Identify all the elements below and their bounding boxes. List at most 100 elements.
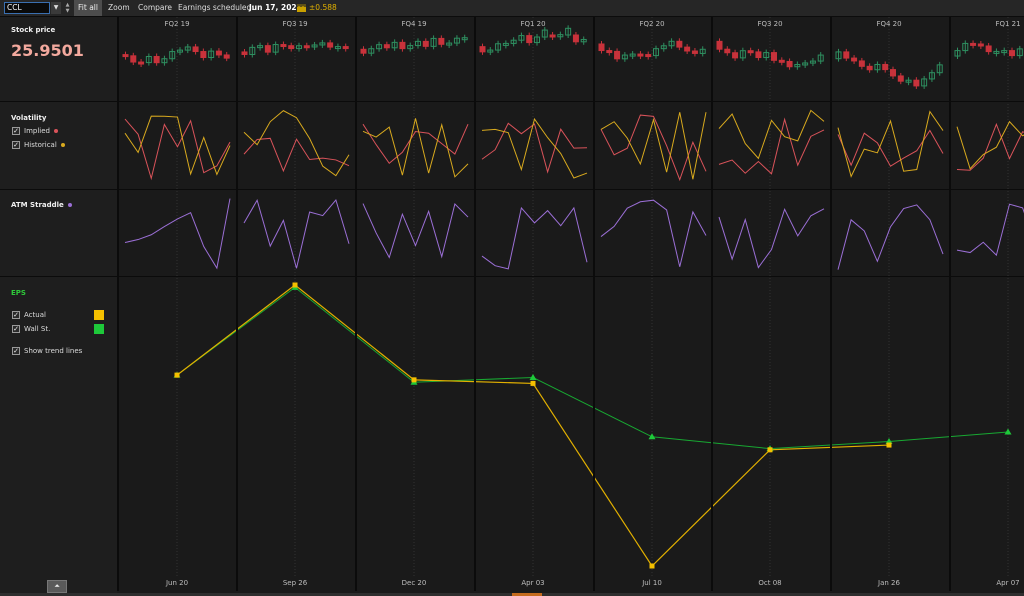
candle-body — [851, 57, 858, 62]
candlestick-series — [122, 25, 1023, 89]
candle-body — [438, 37, 445, 45]
candle-body — [399, 41, 406, 50]
candle-body — [526, 35, 533, 44]
candle-body — [778, 59, 785, 63]
wallst-eps-point — [885, 438, 893, 445]
wallst-checkbox[interactable]: ✓ — [12, 325, 20, 333]
fit-all-button[interactable]: Fit all — [74, 0, 102, 16]
candle-body — [629, 53, 636, 57]
actual-color-swatch[interactable] — [94, 310, 104, 320]
quarter-label: FQ1 20 — [520, 20, 545, 28]
candle-body — [905, 79, 912, 83]
candle-body — [334, 46, 341, 50]
candle-body — [809, 60, 816, 64]
divider — [0, 276, 1024, 277]
candle-body — [557, 34, 564, 38]
candle-body — [771, 52, 777, 61]
actual-eps-point — [174, 372, 180, 378]
candle-body — [786, 60, 793, 68]
date-label: Dec 20 — [402, 579, 427, 587]
candle-body — [327, 42, 334, 48]
toolbar: CCL ▼ ▲ ▼ Fit all Zoom Compare Earnings s… — [0, 0, 1024, 17]
volatility-series — [124, 109, 1024, 182]
earnings-date: Jun 17, 2021 — [249, 3, 302, 12]
column-divider — [593, 17, 595, 591]
candle-body — [653, 48, 659, 57]
straddle-dot-icon — [67, 203, 72, 207]
candle-body — [407, 45, 414, 50]
candle-body — [342, 46, 349, 50]
quarter-label: FQ2 20 — [639, 20, 664, 28]
candle-body — [288, 45, 295, 50]
date-label: Jun 20 — [165, 579, 188, 587]
stepper-icon[interactable]: ▲ ▼ — [65, 2, 70, 14]
candle-body — [874, 63, 881, 71]
candle-body — [890, 69, 896, 77]
candle-body — [835, 51, 842, 60]
actual-eps-point — [292, 282, 298, 288]
date-label: Sep 26 — [283, 579, 308, 587]
implied-dot-icon — [53, 129, 58, 133]
historical-vol-line — [243, 110, 350, 177]
candle-body — [446, 42, 453, 46]
implied-vol-line — [362, 123, 469, 165]
historical-vol-line — [718, 109, 825, 160]
wallst-eps-point — [529, 373, 537, 380]
straddle-line — [956, 203, 1024, 257]
stock-price-value: 25.9501 — [11, 41, 84, 60]
compare-button[interactable]: Compare — [138, 3, 173, 12]
candle-body — [487, 49, 494, 53]
trend-lines-label: Show trend lines — [24, 347, 83, 355]
actual-eps-point — [530, 380, 536, 386]
date-label: Apr 03 — [521, 579, 544, 587]
wallst-eps-line — [176, 286, 1009, 450]
historical-dot-icon — [60, 143, 65, 147]
candle-body — [936, 64, 943, 74]
candle-body — [1001, 50, 1008, 54]
zoom-button[interactable]: Zoom — [108, 3, 130, 12]
candle-body — [495, 43, 502, 51]
straddle-line — [481, 206, 588, 270]
candle-body — [311, 44, 318, 48]
wallst-color-swatch[interactable] — [94, 324, 104, 334]
candle-body — [534, 36, 540, 44]
implied-checkbox[interactable]: ✓ — [12, 127, 20, 135]
candle-body — [614, 50, 621, 60]
candle-body — [461, 37, 468, 41]
candle-body — [763, 52, 770, 59]
stock-price-title: Stock price — [11, 26, 56, 34]
wallst-eps-point — [1004, 428, 1012, 435]
column-divider — [355, 17, 357, 591]
candle-body — [1016, 48, 1023, 57]
candle-body — [1009, 50, 1015, 57]
wallst-label: Wall St. — [24, 325, 51, 333]
quarter-label: FQ3 20 — [757, 20, 782, 28]
quarter-label: FQ3 19 — [282, 20, 307, 28]
eps-series — [173, 282, 1012, 569]
actual-checkbox[interactable]: ✓ — [12, 311, 20, 319]
column-divider — [117, 17, 119, 591]
trend-lines-checkbox[interactable]: ✓ — [12, 347, 20, 355]
symbol-input[interactable]: CCL — [4, 2, 50, 14]
candle-body — [200, 51, 207, 59]
quarter-label: FQ4 20 — [876, 20, 901, 28]
candle-body — [272, 44, 279, 53]
collapse-icon[interactable]: ⏶ — [47, 580, 67, 593]
candle-body — [598, 43, 605, 52]
candle-body — [866, 65, 873, 71]
historical-vol-line — [600, 112, 707, 180]
scroll-thumb[interactable] — [512, 593, 542, 596]
candle-body — [716, 40, 723, 50]
straddle-line — [718, 207, 825, 269]
symbol-dropdown-icon[interactable]: ▼ — [51, 2, 61, 14]
historical-checkbox[interactable]: ✓ — [12, 141, 20, 149]
column-divider — [474, 17, 476, 591]
candle-body — [794, 64, 801, 68]
volatility-title: Volatility — [11, 114, 47, 122]
candle-body — [732, 52, 739, 59]
candle-body — [296, 45, 302, 50]
implied-vol-line — [124, 118, 231, 181]
candle-body — [223, 54, 230, 59]
candle-body — [122, 54, 129, 58]
straddle-series — [124, 198, 1024, 270]
